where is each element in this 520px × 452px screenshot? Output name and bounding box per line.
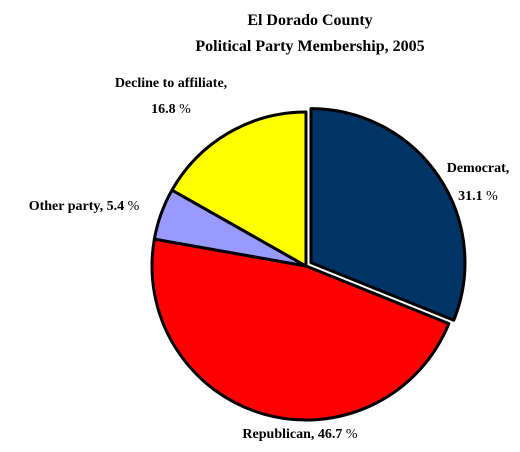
slice-label-decline-to-affiliate-0: Decline to affiliate, xyxy=(115,76,227,91)
chart-title-line-1: El Dorado County xyxy=(247,12,372,29)
slice-label-other-party-0: Other party, 5.4 % xyxy=(29,199,140,214)
pie-slices xyxy=(150,107,467,422)
slice-labels: Democrat, 31.1 % Republican, 46.7 % Other p… xyxy=(29,76,510,442)
slice-label-democrat-0: Democrat, xyxy=(447,161,510,176)
pie-slice-democrat xyxy=(309,107,467,322)
slice-label-decline-to-affiliate-1: 16.8 % xyxy=(151,102,191,117)
chart-title-line-2: Political Party Membership, 2005 xyxy=(195,38,424,55)
slice-label-democrat-1: 31.1 % xyxy=(458,189,498,204)
pie-slice-decline-to-affiliate xyxy=(170,110,308,268)
pie-slice-republican xyxy=(150,237,451,422)
slice-label-republican-0: Republican, 46.7 % xyxy=(242,427,357,442)
